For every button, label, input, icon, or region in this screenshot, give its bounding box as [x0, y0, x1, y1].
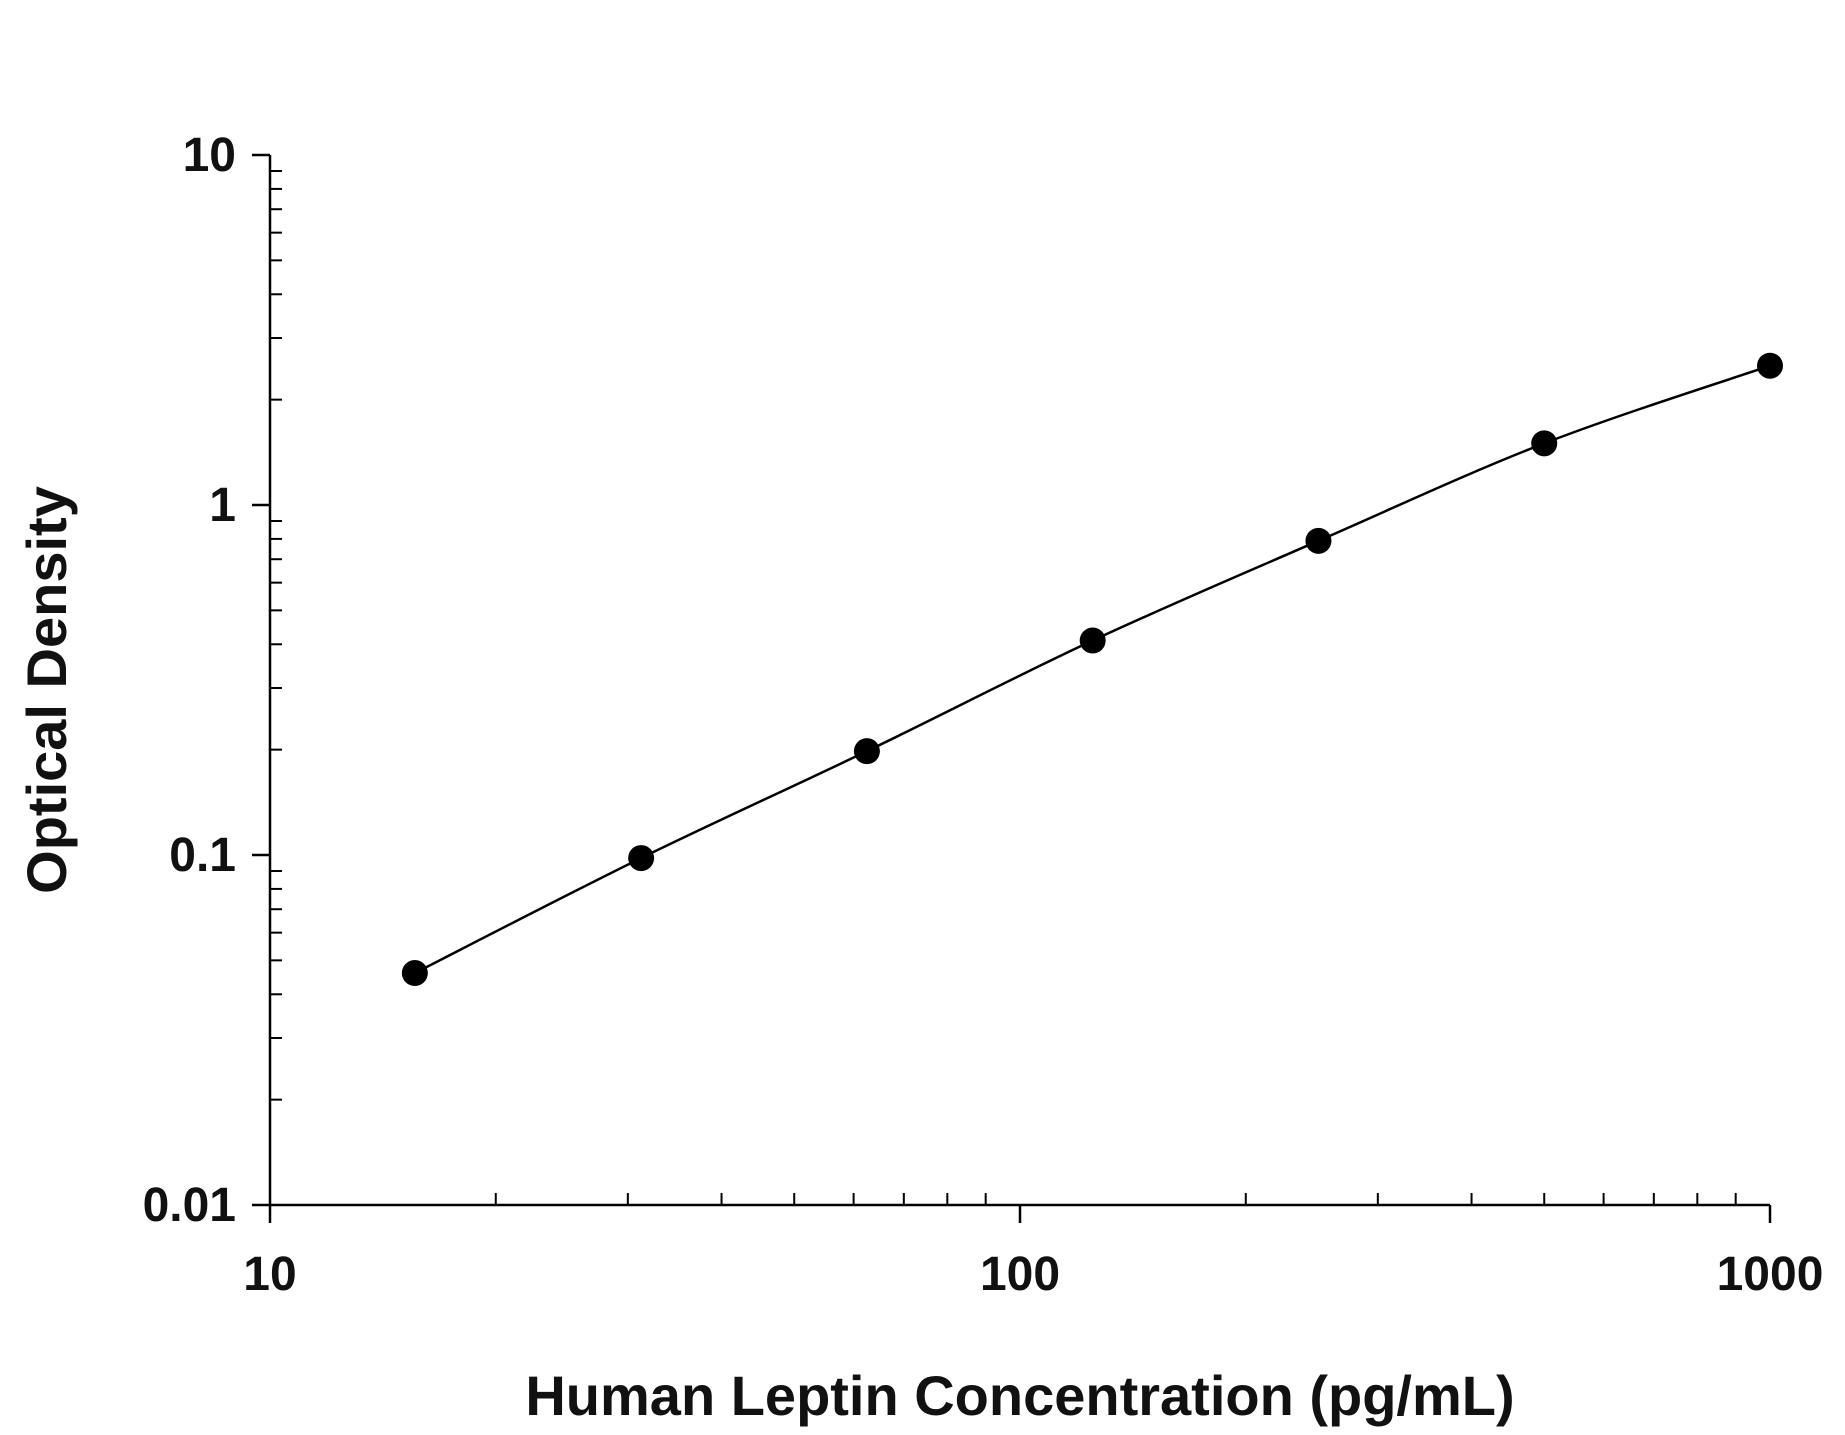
y-tick-label: 1 — [209, 479, 236, 532]
data-point — [1305, 527, 1332, 554]
x-axis-title: Human Leptin Concentration (pg/mL) — [525, 1364, 1514, 1427]
y-axis-title: Optical Density — [15, 486, 78, 894]
y-tick-label: 10 — [183, 129, 236, 182]
fit-curve — [414, 364, 1771, 975]
data-point — [1079, 627, 1106, 654]
x-tick-label: 100 — [980, 1248, 1060, 1301]
data-point — [1531, 430, 1558, 457]
x-axis-ticks — [268, 1193, 1772, 1223]
data-points — [401, 352, 1783, 987]
x-tick-label: 1000 — [1717, 1248, 1824, 1301]
data-point — [628, 845, 655, 872]
data-point — [853, 738, 880, 765]
y-tick-label: 0.01 — [143, 1179, 236, 1232]
tick-labels: 0.01 0.1 1 10 10 100 1000 — [143, 129, 1824, 1301]
data-point — [401, 960, 428, 987]
y-axis-ticks — [252, 153, 282, 1207]
x-tick-label: 10 — [243, 1248, 296, 1301]
y-tick-label: 0.1 — [169, 829, 236, 882]
data-point — [1757, 352, 1783, 379]
